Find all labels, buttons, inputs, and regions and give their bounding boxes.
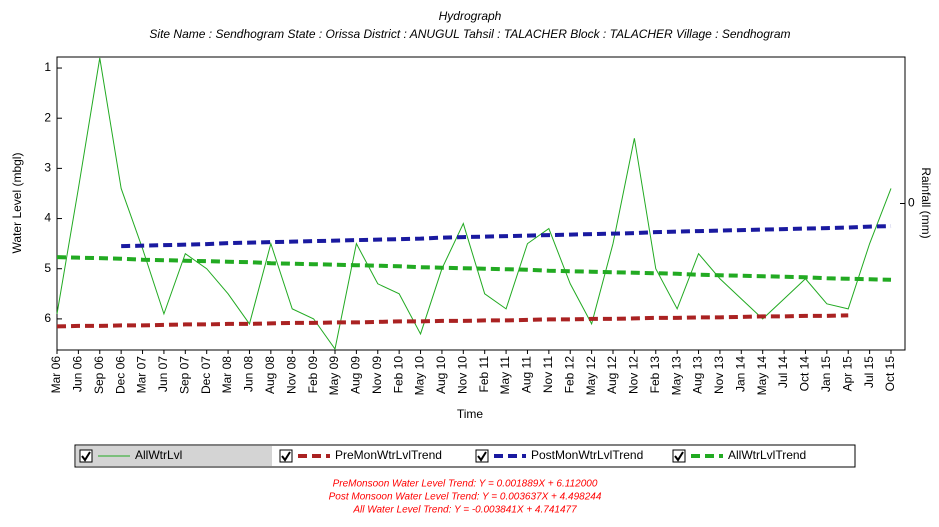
x-tick-label: Nov 13 bbox=[712, 356, 726, 394]
x-axis-label: Time bbox=[457, 407, 484, 421]
x-tick-label: Jun 08 bbox=[242, 356, 256, 392]
x-tick-label: Dec 06 bbox=[113, 356, 127, 394]
y2-tick-label: 0 bbox=[908, 196, 915, 210]
y-tick-label: 5 bbox=[44, 261, 51, 275]
annotation: PreMonsoon Water Level Trend: Y = 0.0018… bbox=[333, 479, 598, 490]
x-tick-label: Aug 11 bbox=[520, 356, 534, 393]
y-tick-label: 6 bbox=[44, 311, 51, 325]
x-tick-label: May 09 bbox=[327, 356, 341, 396]
x-tick-label: Sep 06 bbox=[92, 356, 106, 394]
x-tick-label: Aug 13 bbox=[691, 356, 705, 394]
y2-axis-label: Rainfall (mm) bbox=[919, 167, 933, 238]
chart-subtitle: Site Name : Sendhogram State : Orissa Di… bbox=[149, 27, 790, 41]
chart-title: Hydrograph bbox=[439, 9, 502, 23]
x-tick-label: May 10 bbox=[413, 356, 427, 396]
x-tick-label: May 13 bbox=[669, 356, 683, 396]
x-tick-label: Feb 13 bbox=[648, 356, 662, 394]
x-tick-label: Nov 09 bbox=[370, 356, 384, 394]
legend-check bbox=[477, 451, 487, 462]
x-tick-label: Feb 12 bbox=[562, 356, 576, 394]
x-tick-label: Feb 09 bbox=[306, 356, 320, 394]
x-tick-label: May 14 bbox=[755, 356, 769, 396]
series-line bbox=[56, 255, 892, 282]
x-tick-label: Nov 11 bbox=[541, 356, 555, 393]
series-line bbox=[56, 57, 892, 351]
legend-label: PreMonWtrLvlTrend bbox=[335, 448, 442, 462]
plot-frame bbox=[56, 56, 906, 351]
legend-label: AllWtrLvlTrend bbox=[728, 448, 806, 462]
annotation: Post Monsoon Water Level Trend: Y = 0.00… bbox=[329, 492, 602, 503]
annotation: All Water Level Trend: Y = -0.003841X + … bbox=[352, 505, 577, 516]
x-tick-label: May 12 bbox=[584, 356, 598, 396]
x-tick-label: Sep 07 bbox=[177, 356, 191, 394]
legend-label: AllWtrLvl bbox=[135, 448, 182, 462]
x-tick-label: Dec 07 bbox=[199, 356, 213, 394]
x-tick-label: Aug 12 bbox=[605, 356, 619, 394]
legend-check bbox=[281, 451, 291, 462]
x-tick-label: Apr 15 bbox=[840, 356, 854, 392]
legend-check bbox=[81, 451, 91, 462]
x-tick-label: Mar 07 bbox=[135, 356, 149, 394]
legend-highlight bbox=[76, 446, 272, 466]
y-tick-label: 1 bbox=[44, 60, 51, 74]
x-tick-label: Nov 12 bbox=[627, 356, 641, 394]
x-tick-label: Jan 15 bbox=[819, 356, 833, 392]
x-tick-label: Aug 09 bbox=[349, 356, 363, 394]
x-tick-label: May 11 bbox=[498, 356, 512, 395]
x-tick-label: Aug 08 bbox=[263, 356, 277, 394]
x-tick-label: Jan 14 bbox=[733, 356, 747, 392]
x-tick-label: Jun 06 bbox=[71, 356, 85, 392]
x-tick-label: Feb 10 bbox=[391, 356, 405, 394]
series-line bbox=[56, 313, 849, 329]
legend-label: PostMonWtrLvlTrend bbox=[531, 448, 643, 462]
x-tick-label: Nov 10 bbox=[455, 356, 469, 394]
y-tick-label: 3 bbox=[44, 161, 51, 175]
x-tick-label: Jul 14 bbox=[776, 356, 790, 388]
x-tick-label: Oct 14 bbox=[798, 356, 812, 392]
x-tick-label: Mar 08 bbox=[220, 356, 234, 394]
x-tick-label: Jul 15 bbox=[862, 356, 876, 388]
x-tick-label: Nov 08 bbox=[284, 356, 298, 394]
series-line bbox=[121, 224, 892, 249]
y-tick-label: 4 bbox=[44, 211, 51, 225]
legend-check bbox=[674, 451, 684, 462]
y-axis-label: Water Level (mbgl) bbox=[10, 153, 24, 254]
x-tick-label: Feb 11 bbox=[477, 356, 491, 393]
x-tick-label: Mar 06 bbox=[49, 356, 63, 394]
y-tick-label: 2 bbox=[44, 110, 51, 124]
x-tick-label: Jun 07 bbox=[156, 356, 170, 392]
x-tick-label: Oct 15 bbox=[883, 356, 897, 392]
x-tick-label: Aug 10 bbox=[434, 356, 448, 394]
